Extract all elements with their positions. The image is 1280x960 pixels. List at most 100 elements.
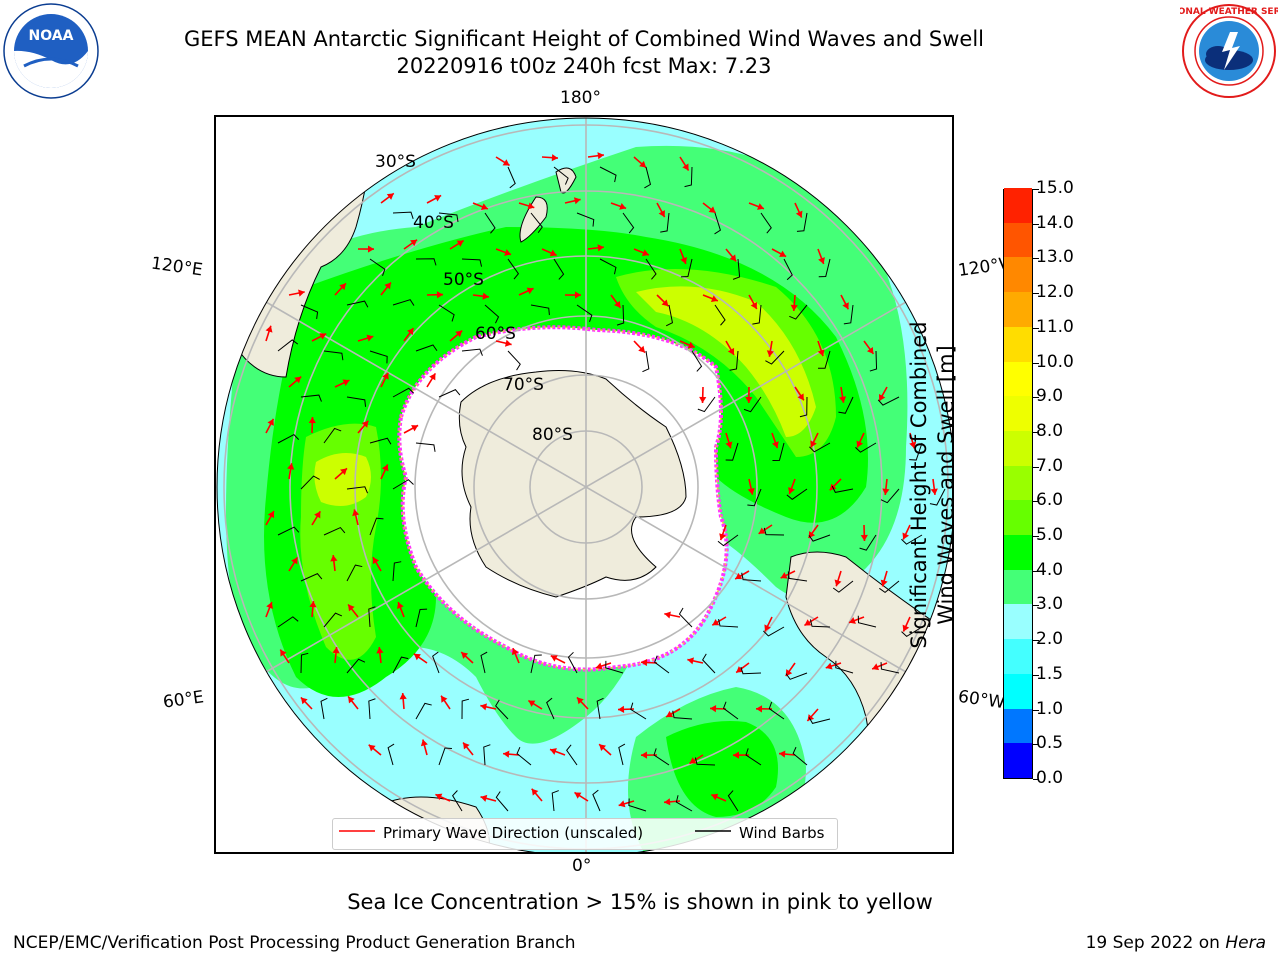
wave-arrow-head [308,417,316,424]
wave-arrow-head [639,160,647,168]
wind-barb [369,517,384,536]
wind-barb [809,619,831,628]
wind-barbs [277,166,946,812]
lon-label-60w: 60°W [956,686,1007,714]
wind-barb [323,612,343,628]
wind-barb [484,212,496,234]
wind-barb [415,258,437,266]
wave-arrow-head [551,154,558,162]
wave-arrow-head [856,440,864,448]
wind-barb [901,626,923,637]
wave-arrow-head [666,710,674,718]
wave-arrow-head [280,649,287,657]
wind-barb [622,212,635,234]
wind-barb [346,564,363,582]
wave-arrow-head [756,705,763,713]
colorbar-tick-mark [1033,779,1039,780]
wave-arrow-head [790,304,798,311]
wave-arrow-head [366,334,374,342]
colorbar-tick-label: 7.0 [1036,455,1064,476]
wind-barb [438,212,459,222]
wind-barb [277,433,300,444]
colorbar-tick-label: 5.0 [1036,525,1064,546]
colorbar-tick-label: 11.0 [1036,316,1074,337]
wave-arrow-head [902,624,910,632]
wind-barb [642,350,650,373]
wind-barb [772,442,785,462]
wind-barb [452,790,463,812]
wave-arrow-head [574,291,581,299]
wave-arrow-head [550,655,558,662]
wind-barb [857,615,877,628]
wave-arrow-head [456,240,464,247]
wind-barb [530,304,550,316]
wind-barb [323,350,344,361]
wind-barb [346,300,369,308]
wind-barb [628,798,647,812]
wind-barb [653,748,670,766]
wave-arrow-head [480,703,488,711]
wave-arrow-head [480,794,488,802]
wind-barb [618,743,626,766]
colorbar-segment [1004,673,1032,709]
wind-barb [392,479,414,490]
wind-barb [752,304,762,325]
wind-barb [808,717,831,724]
wave-arrow-head [265,325,273,333]
wind-barb [678,607,693,628]
wave-arrow-head [638,345,645,353]
lat-label-70s: 70°S [503,375,544,395]
colorbar-segment [1004,222,1032,258]
colorbar-tick-mark [1033,709,1039,711]
wave-arrow-head [266,602,273,609]
wind-barb [300,475,320,490]
wind-barb [495,791,509,812]
wave-arrow-head [689,757,697,764]
map-legend: Primary Wave Direction (unscaled) Wind B… [332,818,838,850]
wave-arrow-head [618,705,625,713]
colorbar-tick-label: 1.0 [1036,698,1064,719]
wind-barb [323,526,346,536]
wave-arrow-head [687,657,694,665]
wave-arrow-head [747,487,755,495]
wind-barb [714,304,726,326]
footer-date: 19 Sep 2022 on Hera [1086,933,1266,953]
wind-barb [392,656,409,674]
wave-arrow-head [710,705,717,713]
wind-barb [760,212,772,234]
wave-arrow-head [661,299,669,307]
wind-barb [346,396,367,407]
wave-arrow-head [309,601,317,608]
polar-map [214,115,954,854]
wind-barb [901,534,923,545]
wind-barb [665,304,674,327]
wind-barb [835,660,854,674]
wind-barb [507,350,521,371]
wind-barb [483,744,491,766]
wave-arrow-head [411,425,419,432]
wind-barb [654,655,670,674]
wind-barb [818,350,831,369]
wind-barb [553,166,569,185]
wave-arrow-head [480,203,488,211]
wind-barb [392,561,402,582]
wave-arrow-head [420,739,428,747]
wind-barb [300,652,309,674]
wind-barb [909,442,923,461]
colorbar-tick-label: 8.0 [1036,420,1064,441]
colorbar-tick-label: 2.0 [1036,629,1064,650]
wave-arrow-head [528,700,536,707]
wind-barb [702,653,716,674]
wind-barb [438,747,452,766]
colorbar-tick-mark [1033,327,1039,329]
wave-arrow-head [376,647,384,654]
wave-arrow-head [758,527,766,534]
footer-date-text: 19 Sep 2022 on [1085,933,1220,953]
wind-barb [369,437,392,445]
wind-barb [786,488,808,500]
wind-barb [438,304,455,322]
wind-barb [551,790,559,812]
wave-arrow-head [463,742,470,750]
legend-wind-barbs: Wind Barbs [739,824,825,842]
wave-arrow-head [849,617,856,624]
